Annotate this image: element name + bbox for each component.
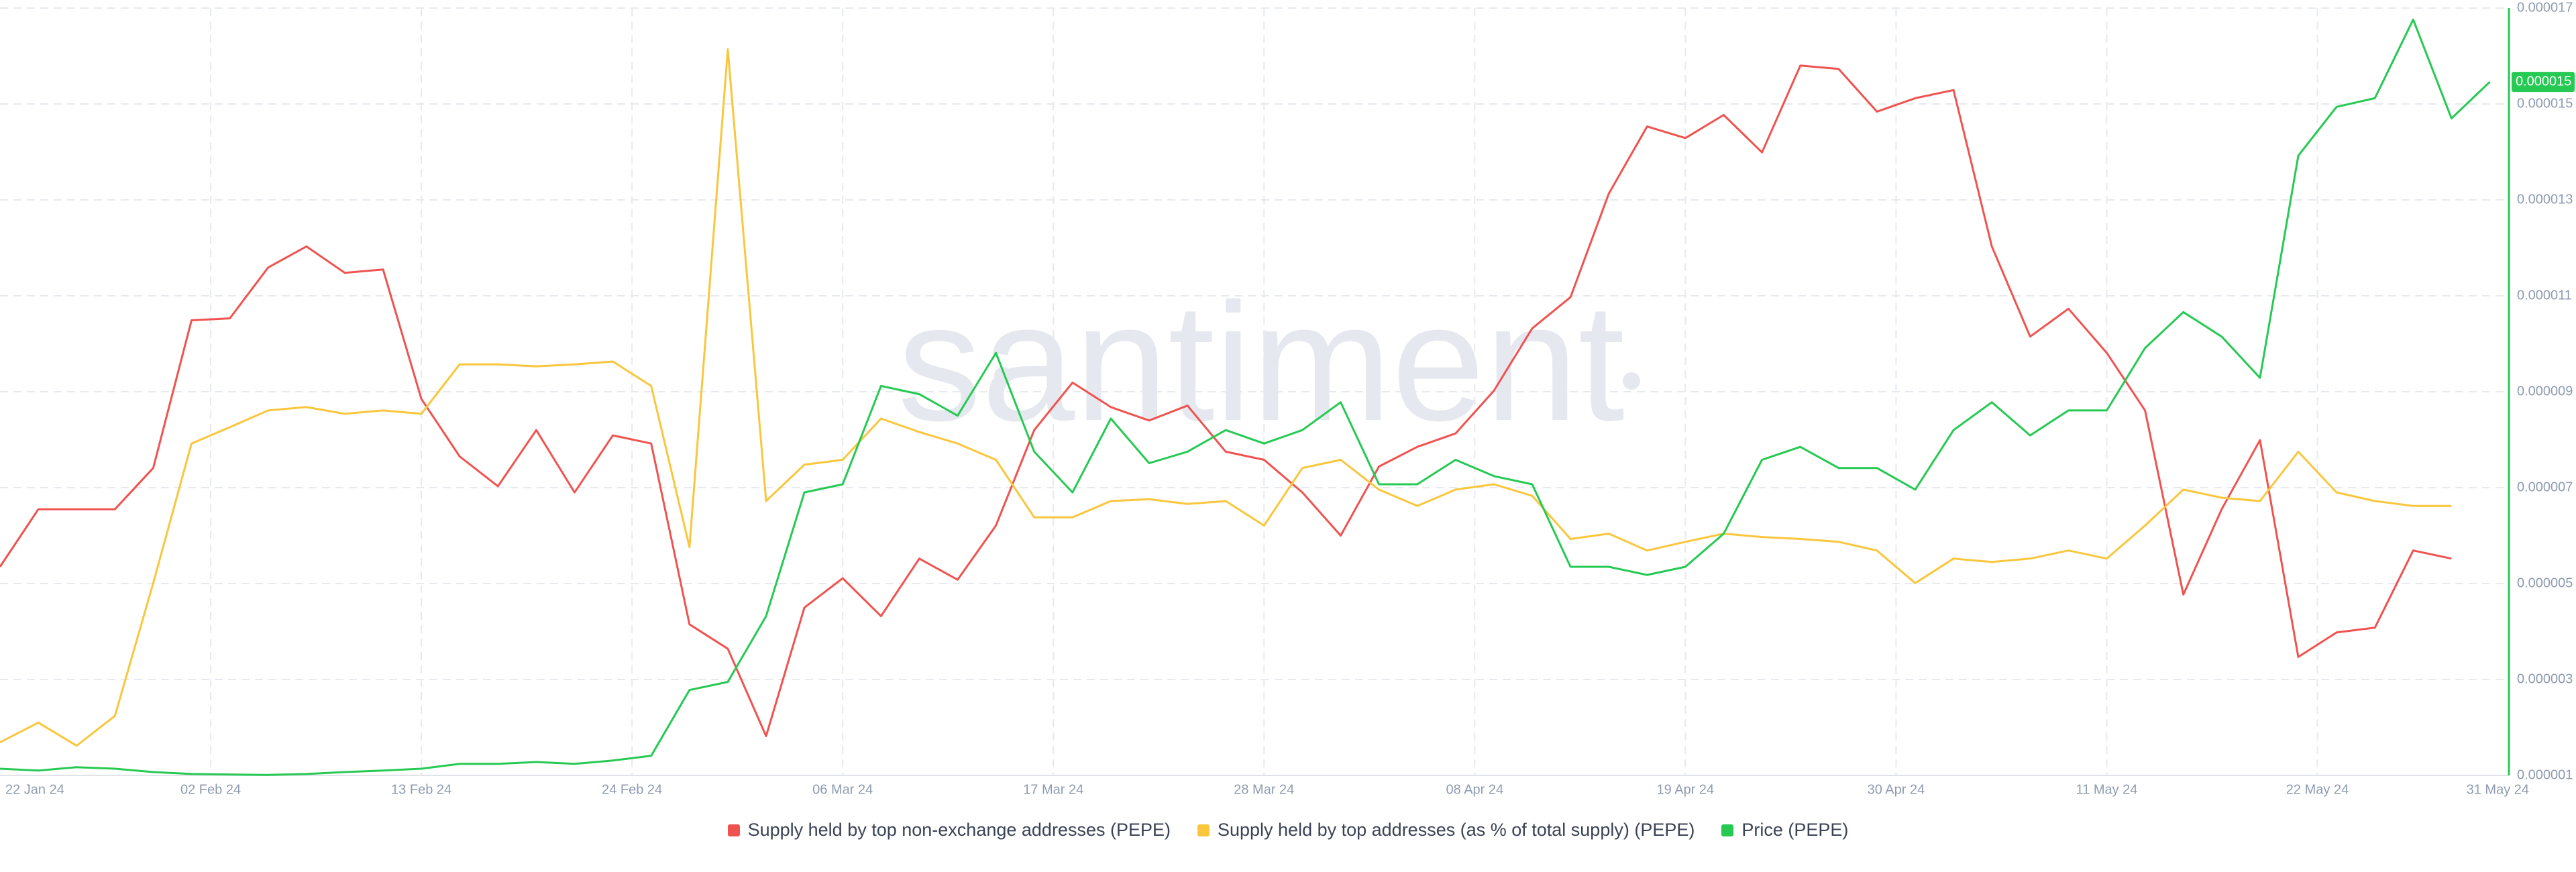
legend-item[interactable]: Supply held by top addresses (as % of to… bbox=[1197, 820, 1695, 840]
series-line bbox=[0, 64, 2452, 737]
last-value-box bbox=[2512, 72, 2575, 93]
legend-item[interactable]: Supply held by top non-exchange addresse… bbox=[727, 820, 1171, 840]
legend-swatch bbox=[1721, 824, 1734, 836]
series-line bbox=[0, 18, 2491, 776]
x-tick-label: 17 Mar 24 bbox=[1023, 782, 1083, 797]
x-tick-label: 19 Apr 24 bbox=[1657, 782, 1715, 797]
x-tick-label: 08 Apr 24 bbox=[1446, 782, 1504, 797]
y-tick-label: 0.000007 bbox=[2517, 480, 2573, 494]
chart: santiment 0.000001 0.000003 0.000005 0.0000… bbox=[0, 0, 2575, 797]
x-tick-label: 06 Mar 24 bbox=[812, 782, 873, 797]
legend-swatch bbox=[1197, 824, 1210, 836]
legend-swatch bbox=[727, 824, 740, 836]
x-tick-label: 11 May 24 bbox=[2076, 782, 2138, 797]
x-tick-label: 13 Feb 24 bbox=[391, 782, 451, 797]
legend-label: Supply held by top non-exchange addresse… bbox=[747, 820, 1171, 840]
y-tick-label: 0.000017 bbox=[2517, 0, 2573, 15]
legend-item[interactable]: Price (PEPE) bbox=[1721, 820, 1848, 840]
legend-label: Supply held by top addresses (as % of to… bbox=[1217, 820, 1695, 840]
x-tick-label: 28 Mar 24 bbox=[1234, 782, 1294, 797]
y-tick-label: 0.000005 bbox=[2517, 576, 2573, 590]
y-tick-label: 0.000001 bbox=[2517, 767, 2573, 782]
x-tick-label: 30 Apr 24 bbox=[1868, 782, 1925, 797]
watermark-dot bbox=[1623, 372, 1640, 390]
last-value-label: 0.000015 bbox=[2516, 74, 2571, 89]
legend-label: Price (PEPE) bbox=[1741, 820, 1849, 840]
watermark: santiment bbox=[898, 268, 1625, 455]
y-tick-label: 0.000013 bbox=[2517, 192, 2573, 207]
legend: Supply held by top non-exchange addresse… bbox=[0, 820, 2576, 840]
y-tick-label: 0.000003 bbox=[2517, 671, 2573, 686]
y-tick-label: 0.000015 bbox=[2517, 96, 2573, 111]
y-tick-label: 0.000009 bbox=[2517, 384, 2573, 398]
x-tick-label: 24 Feb 24 bbox=[602, 782, 662, 797]
x-tick-label: 31 May 24 bbox=[2467, 782, 2529, 797]
y-tick-label: 0.000011 bbox=[2517, 288, 2572, 303]
x-tick-label: 22 Jan 24 bbox=[5, 782, 64, 797]
x-tick-label: 22 May 24 bbox=[2286, 782, 2349, 797]
x-tick-label: 02 Feb 24 bbox=[180, 782, 241, 797]
series-line bbox=[0, 48, 2452, 747]
